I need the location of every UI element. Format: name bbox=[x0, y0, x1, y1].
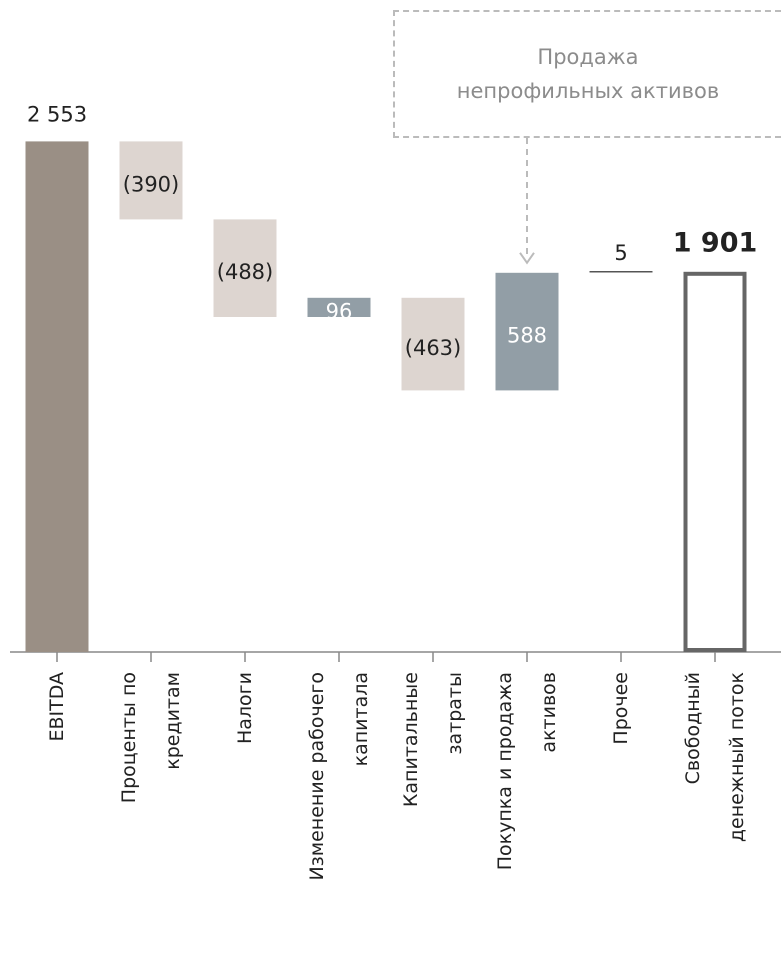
bar bbox=[119, 141, 183, 220]
annotation-arrowhead bbox=[519, 252, 535, 265]
value-label: 588 bbox=[507, 324, 547, 348]
x-tick-label: Изменение рабочего капитала bbox=[306, 672, 372, 881]
x-tick-label: Свободный денежный поток bbox=[682, 672, 748, 843]
value-label: 96 bbox=[326, 299, 353, 323]
bar bbox=[495, 272, 559, 391]
bar bbox=[25, 141, 89, 652]
bar bbox=[401, 297, 465, 391]
x-tick-label: Налоги bbox=[234, 672, 256, 745]
value-label: 2 553 bbox=[27, 102, 87, 126]
x-tick-label: Капитальные затраты bbox=[400, 672, 466, 808]
value-label: 1 901 bbox=[673, 227, 758, 258]
value-label: (463) bbox=[405, 336, 461, 360]
value-label: 5 bbox=[614, 241, 627, 265]
value-label: (390) bbox=[123, 172, 179, 196]
x-tick-label: Проценты по кредитам bbox=[118, 672, 184, 804]
bar bbox=[307, 297, 371, 317]
x-tick-label: Прочее bbox=[610, 672, 632, 745]
bar bbox=[213, 219, 277, 317]
value-label: (488) bbox=[217, 260, 273, 284]
bar bbox=[683, 271, 747, 652]
annotation: Продажа непрофильных активов bbox=[393, 10, 781, 138]
x-tick-label: EBITDA bbox=[46, 672, 68, 742]
x-tick-label: Покупка и продажа активов bbox=[494, 672, 560, 871]
